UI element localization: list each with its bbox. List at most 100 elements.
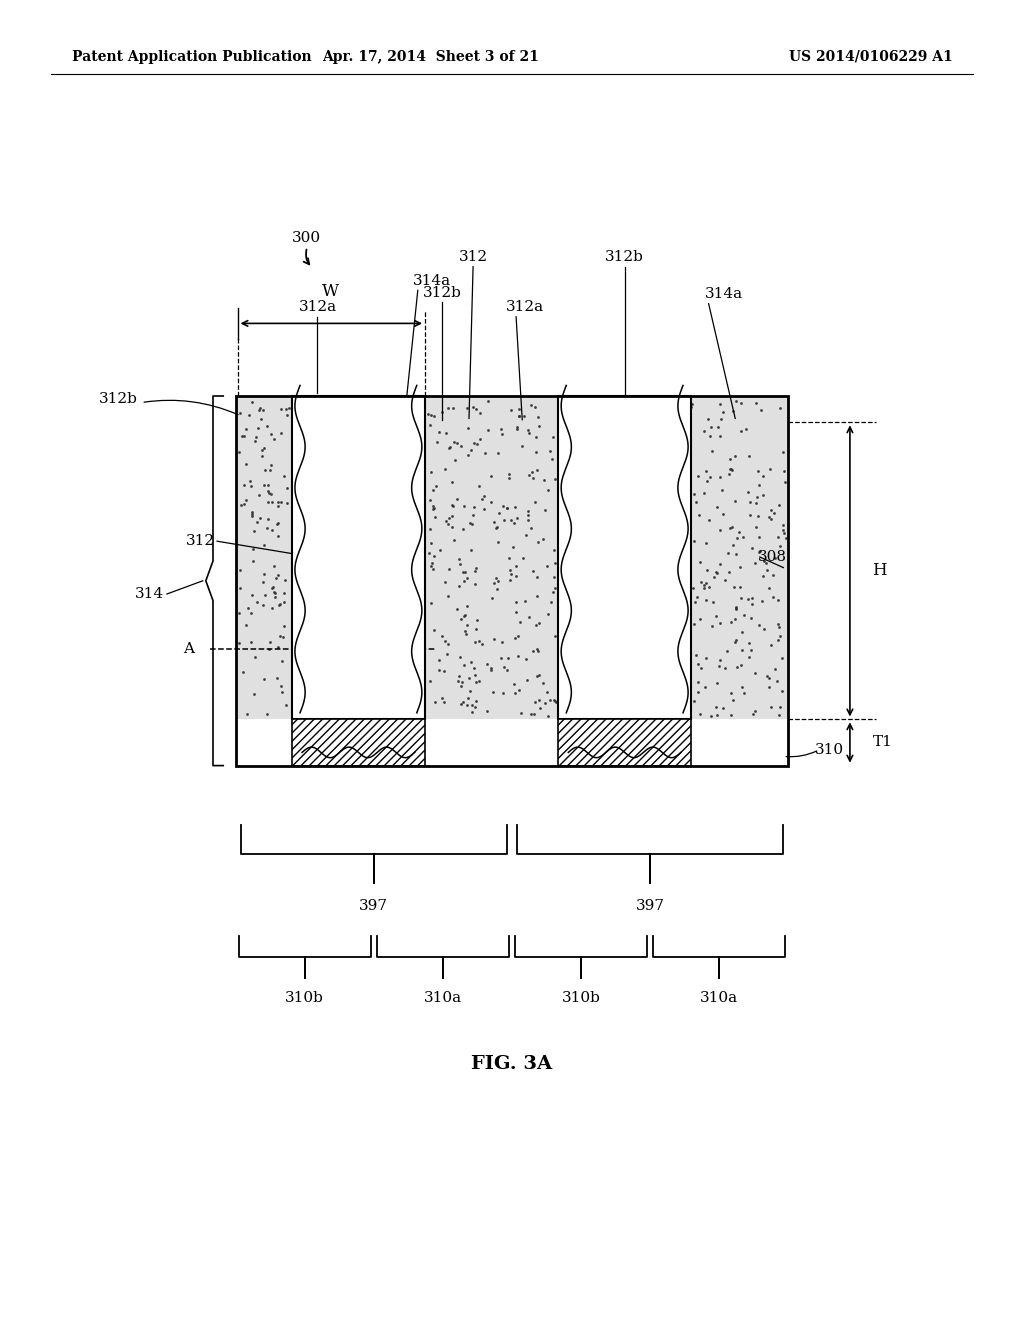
Point (528, 638, 545, 659)
Point (470, 630, 486, 651)
Point (231, 403, 248, 424)
Point (654, 392, 671, 413)
Point (506, 673, 522, 694)
Point (524, 561, 541, 582)
Point (275, 615, 292, 636)
Point (231, 632, 248, 653)
Point (255, 399, 271, 420)
Point (540, 705, 556, 726)
Point (759, 560, 775, 581)
Point (467, 671, 483, 692)
Point (728, 391, 744, 412)
Point (680, 409, 696, 430)
Point (238, 454, 254, 475)
Point (251, 397, 267, 418)
Point (762, 458, 778, 479)
Point (270, 565, 287, 586)
Point (768, 671, 784, 692)
Point (450, 433, 466, 454)
Point (250, 417, 266, 438)
Point (466, 560, 482, 581)
Text: 310b: 310b (562, 991, 600, 1006)
Point (238, 615, 254, 636)
Point (520, 465, 537, 486)
Point (744, 587, 761, 609)
Point (511, 399, 527, 420)
Point (477, 442, 494, 463)
Point (270, 525, 287, 546)
Point (553, 407, 569, 428)
Bar (236, 396, 788, 766)
Point (392, 404, 409, 425)
Point (701, 577, 718, 598)
Text: W: W (322, 282, 339, 300)
Point (769, 630, 785, 651)
Point (696, 574, 713, 595)
Point (565, 391, 582, 412)
Point (765, 586, 781, 607)
Point (771, 495, 787, 516)
Point (525, 704, 542, 725)
Point (775, 441, 792, 462)
Point (444, 494, 461, 515)
Point (246, 684, 262, 705)
Point (494, 424, 510, 445)
Point (540, 603, 556, 624)
Point (278, 399, 294, 420)
Point (254, 440, 270, 461)
Point (719, 642, 735, 663)
Point (464, 513, 480, 535)
Point (698, 471, 715, 492)
Text: 312b: 312b (605, 249, 644, 264)
Point (578, 397, 594, 418)
Point (482, 660, 499, 681)
Text: A: A (183, 642, 195, 656)
Point (648, 400, 665, 421)
Point (423, 591, 439, 612)
Point (695, 577, 712, 598)
Point (721, 562, 737, 583)
Point (494, 647, 510, 668)
Point (710, 416, 726, 437)
Text: 310: 310 (815, 743, 844, 756)
Point (505, 536, 521, 557)
Point (733, 622, 750, 643)
Point (712, 520, 728, 541)
Point (701, 466, 718, 487)
Point (232, 494, 249, 515)
Point (776, 461, 793, 482)
Point (755, 565, 771, 586)
Point (742, 607, 759, 628)
Point (500, 648, 516, 669)
Point (514, 436, 530, 457)
Point (754, 590, 770, 611)
Point (258, 704, 274, 725)
Point (457, 570, 473, 591)
Point (511, 405, 527, 426)
Point (711, 655, 727, 676)
Point (467, 574, 483, 595)
Point (523, 704, 540, 725)
Point (703, 416, 720, 437)
Point (244, 504, 260, 525)
Point (720, 543, 736, 564)
Point (270, 595, 287, 616)
Point (430, 649, 446, 671)
Text: US 2014/0106229 A1: US 2014/0106229 A1 (788, 50, 952, 63)
Point (449, 488, 465, 510)
Point (751, 541, 767, 562)
Point (758, 553, 774, 574)
Point (265, 429, 282, 450)
Point (243, 475, 259, 496)
Point (741, 445, 758, 466)
Point (459, 595, 475, 616)
Point (307, 408, 324, 429)
Point (466, 697, 482, 718)
Point (292, 407, 308, 428)
Point (690, 653, 707, 675)
Point (746, 663, 763, 684)
Point (508, 556, 524, 577)
Point (244, 391, 260, 412)
Point (463, 651, 479, 672)
Point (740, 480, 757, 502)
